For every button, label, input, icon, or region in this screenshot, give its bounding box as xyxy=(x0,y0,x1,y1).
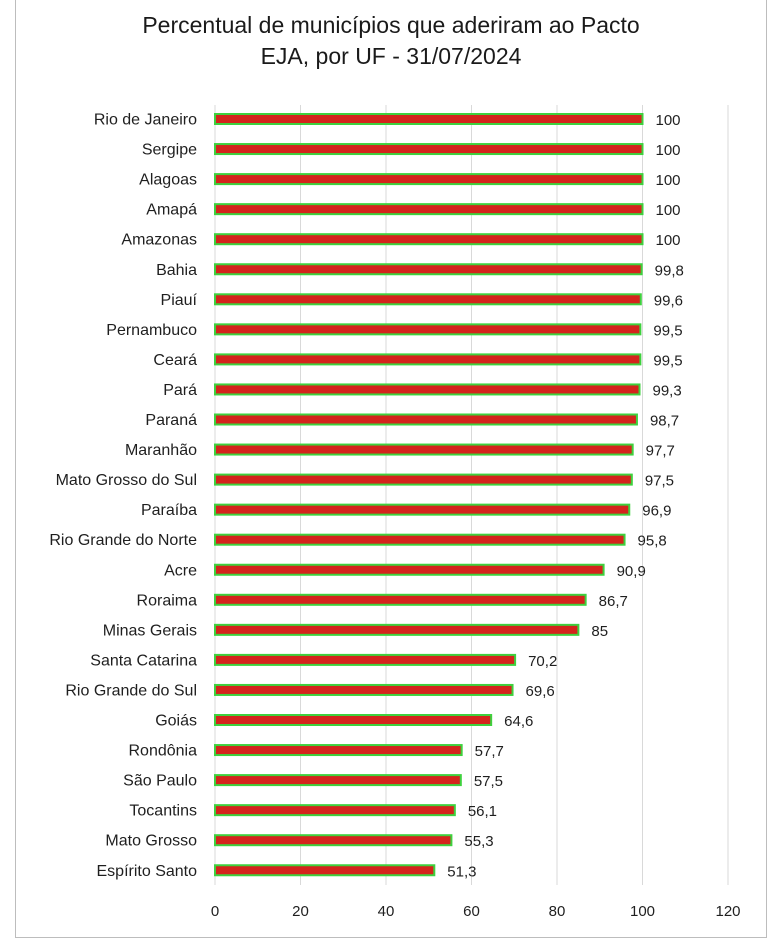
bar xyxy=(214,834,453,847)
value-label: 90,9 xyxy=(617,563,646,580)
value-label: 100 xyxy=(656,232,681,249)
value-label: 99,5 xyxy=(653,352,682,369)
category-label: Piauí xyxy=(161,292,198,309)
value-label: 70,2 xyxy=(528,653,557,670)
category-label: Minas Gerais xyxy=(103,622,197,639)
value-label: 100 xyxy=(656,112,681,129)
category-label: Sergipe xyxy=(142,142,197,159)
bar xyxy=(214,653,517,666)
category-label: Mato Grosso xyxy=(105,833,197,850)
x-tick-label: 60 xyxy=(463,903,480,920)
bar xyxy=(214,323,642,336)
x-tick-label: 40 xyxy=(378,903,395,920)
bar xyxy=(214,263,643,276)
value-label: 97,7 xyxy=(646,443,675,460)
value-label: 99,6 xyxy=(654,292,683,309)
category-label: Rio Grande do Sul xyxy=(65,682,197,699)
value-label: 99,3 xyxy=(653,382,682,399)
category-label: Rio Grande do Norte xyxy=(49,532,197,549)
value-label: 55,3 xyxy=(464,833,493,850)
category-label: Paraná xyxy=(145,412,197,429)
bar xyxy=(214,473,633,486)
category-label: Ceará xyxy=(153,352,197,369)
category-label: Amapá xyxy=(146,202,197,219)
value-label: 100 xyxy=(656,202,681,219)
category-label: Tocantins xyxy=(129,803,197,820)
category-label: Santa Catarina xyxy=(90,652,197,669)
value-label: 97,5 xyxy=(645,473,674,490)
bar xyxy=(214,203,644,216)
category-label: Pará xyxy=(163,382,197,399)
category-label: São Paulo xyxy=(123,773,197,790)
value-label: 57,7 xyxy=(475,743,504,760)
bar xyxy=(214,804,456,817)
chart-title: Percentual de municípios que aderiram ao… xyxy=(15,10,767,72)
x-tick-label: 100 xyxy=(630,903,655,920)
value-label: 99,5 xyxy=(653,322,682,339)
bar xyxy=(214,173,644,186)
category-label: Amazonas xyxy=(121,232,197,249)
value-label: 98,7 xyxy=(650,413,679,430)
category-label: Alagoas xyxy=(139,172,197,189)
bar xyxy=(214,113,644,125)
value-label: 96,9 xyxy=(642,503,671,520)
value-label: 69,6 xyxy=(526,683,555,700)
bar xyxy=(214,503,631,516)
x-tick-label: 120 xyxy=(715,903,740,920)
value-label: 100 xyxy=(656,142,681,159)
category-label: Bahia xyxy=(156,262,197,279)
bar xyxy=(214,443,634,456)
category-label: Rio de Janeiro xyxy=(94,112,197,129)
bar xyxy=(214,293,642,306)
bar xyxy=(214,533,626,546)
category-label: Mato Grosso do Sul xyxy=(56,472,197,489)
chart-title-line-2: EJA, por UF - 31/07/2024 xyxy=(260,43,522,69)
bar xyxy=(214,714,493,726)
category-label: Goiás xyxy=(155,713,197,730)
bar xyxy=(214,233,644,246)
bar xyxy=(214,413,638,426)
category-label: Acre xyxy=(164,562,197,579)
value-label: 64,6 xyxy=(504,713,533,730)
value-label: 99,8 xyxy=(655,262,684,279)
bar xyxy=(214,744,463,757)
value-label: 85 xyxy=(591,623,608,640)
x-tick-label: 80 xyxy=(549,903,566,920)
bar xyxy=(214,383,641,396)
value-label: 95,8 xyxy=(638,533,667,550)
bar xyxy=(214,623,580,636)
x-tick-label: 20 xyxy=(292,903,309,920)
value-label: 86,7 xyxy=(599,593,628,610)
bar xyxy=(214,353,642,366)
bar xyxy=(214,563,605,576)
bar xyxy=(214,864,436,877)
value-label: 100 xyxy=(656,172,681,189)
category-label: Roraima xyxy=(137,592,198,609)
x-tick-label: 0 xyxy=(211,903,219,920)
category-label: Paraíba xyxy=(141,502,197,519)
chart-title-line-1: Percentual de municípios que aderiram ao… xyxy=(142,12,640,38)
bar xyxy=(214,683,514,696)
category-label: Pernambuco xyxy=(106,322,197,339)
bar xyxy=(214,774,462,787)
bar xyxy=(214,143,644,156)
category-label: Rondônia xyxy=(129,743,198,760)
value-label: 51,3 xyxy=(447,863,476,880)
category-label: Espírito Santo xyxy=(97,863,198,880)
value-label: 56,1 xyxy=(468,803,497,820)
category-label: Maranhão xyxy=(125,442,197,459)
bar xyxy=(214,593,587,606)
value-label: 57,5 xyxy=(474,773,503,790)
